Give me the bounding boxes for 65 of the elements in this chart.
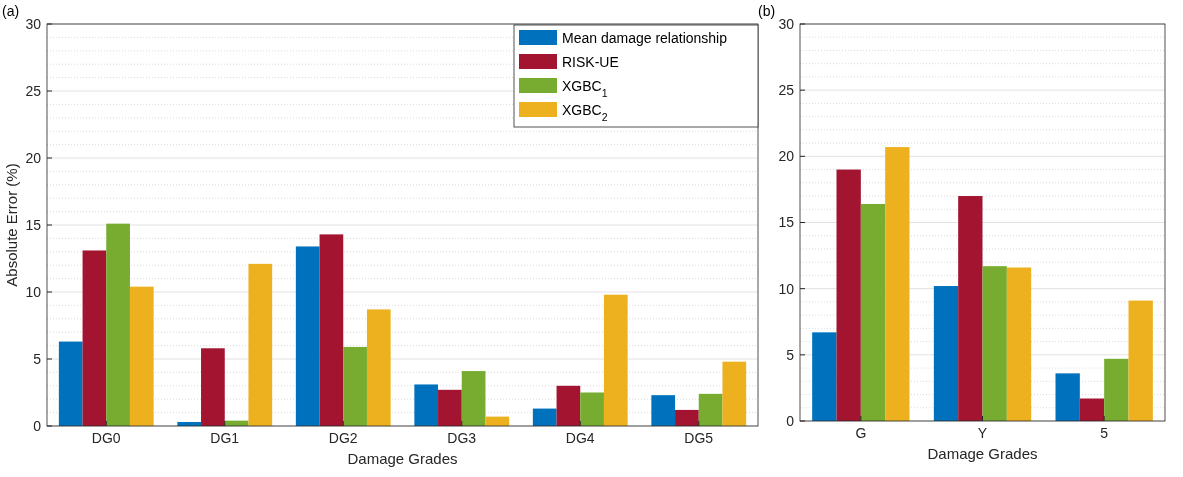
- bar: [556, 385, 581, 426]
- bar: [366, 309, 391, 426]
- legend-label: XGBC$_{2}$: [562, 102, 608, 123]
- bar: [106, 223, 130, 426]
- y-tick-label: 30: [25, 15, 42, 32]
- y-tick-label: 15: [778, 214, 795, 231]
- y-tick-label: 0: [33, 417, 42, 434]
- bar: [836, 169, 861, 421]
- x-tick-label: G: [855, 425, 867, 441]
- bar: [532, 408, 557, 426]
- bar: [248, 263, 273, 426]
- bar: [933, 286, 959, 421]
- y-tick-label: 5: [33, 350, 42, 367]
- bar: [1055, 373, 1080, 421]
- bar: [675, 409, 699, 426]
- bar: [461, 371, 486, 426]
- y-tick-label: 30: [778, 15, 795, 32]
- bar: [651, 395, 676, 426]
- bar: [319, 234, 344, 426]
- bar: [812, 332, 837, 421]
- bar: [860, 203, 886, 421]
- x-tick-label: DG2: [328, 430, 358, 446]
- bar: [414, 384, 439, 426]
- bar: [343, 346, 367, 426]
- bar: [603, 294, 628, 426]
- y-tick-label: 25: [778, 82, 795, 99]
- bar: [438, 389, 462, 426]
- y-tick-label: 20: [778, 148, 795, 165]
- y-tick-label: 15: [25, 216, 42, 233]
- bar: [1006, 267, 1032, 421]
- y-tick-label: 5: [786, 346, 795, 363]
- chart-title: (b): [758, 3, 776, 19]
- bar: [1079, 398, 1105, 421]
- x-tick-label: DG1: [210, 430, 240, 446]
- x-tick-label: DG3: [447, 430, 477, 446]
- y-axis-title: Absolute Error (%): [3, 163, 20, 287]
- y-tick-label: 10: [25, 283, 42, 300]
- bar: [129, 286, 154, 426]
- bar: [201, 348, 225, 426]
- bar: [1104, 358, 1129, 421]
- y-tick-label: 10: [778, 280, 795, 297]
- legend-label: XGBC$_{1}$: [562, 78, 608, 99]
- bar: [1128, 300, 1153, 421]
- chart-title: (a): [2, 3, 20, 19]
- bar: [885, 147, 910, 421]
- bar: [698, 393, 723, 426]
- y-tick-label: 0: [786, 412, 795, 429]
- bar: [958, 196, 983, 421]
- x-tick-label: 5: [1100, 425, 1109, 441]
- x-axis-title: Damage Grades: [347, 450, 458, 467]
- x-tick-label: DG5: [684, 430, 714, 446]
- x-tick-label: Y: [977, 425, 988, 441]
- x-tick-label: DG0: [91, 430, 121, 446]
- bar: [982, 266, 1007, 421]
- bar: [295, 246, 320, 426]
- x-axis-title: Damage Grades: [927, 445, 1038, 462]
- legend-label: RISK-UE: [562, 54, 619, 70]
- bar: [82, 250, 107, 426]
- bar: [580, 392, 604, 426]
- x-tick-label: DG4: [565, 430, 595, 446]
- bar: [722, 361, 747, 426]
- legend-label: Mean damage relationship: [562, 30, 728, 46]
- y-tick-label: 20: [25, 149, 42, 166]
- y-tick-label: 25: [25, 82, 42, 99]
- bar: [58, 341, 83, 426]
